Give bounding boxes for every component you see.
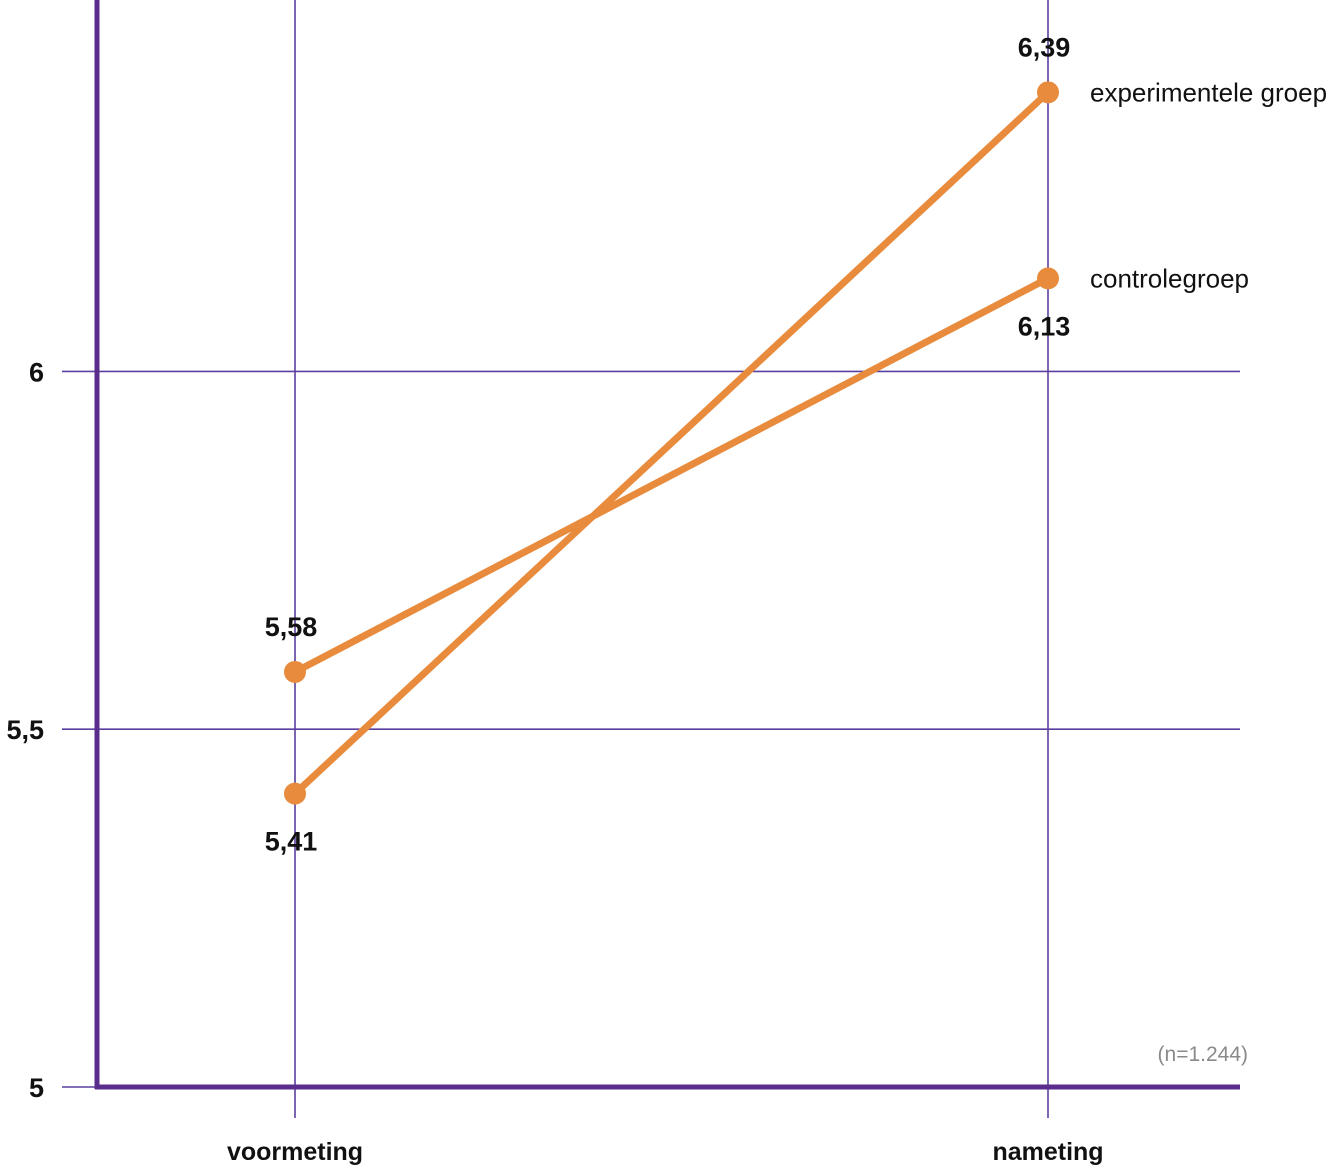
data-point <box>1037 81 1059 104</box>
series-line-experimental <box>291 88 1052 798</box>
data-value-label: 6,13 <box>1018 311 1071 341</box>
y-tick-label: 6 <box>29 357 44 387</box>
y-tick-label: 5,5 <box>6 715 44 745</box>
sample-size-note: (n=1.244) <box>1158 1043 1248 1066</box>
chart-labels: 5 5,5 6 voormeting nameting 5,41 6,39 experimen… <box>6 32 1327 1166</box>
x-category-label-voormeting: voormeting <box>227 1138 363 1166</box>
data-value-label: 5,41 <box>265 827 318 857</box>
data-points <box>284 81 1059 805</box>
y-tick-label: 5 <box>29 1073 44 1103</box>
series-line-control <box>291 274 1052 676</box>
grid-lines <box>62 0 1240 1118</box>
data-point <box>1037 267 1059 290</box>
data-point <box>284 782 306 805</box>
series-lines <box>291 88 1052 798</box>
data-point <box>284 660 306 683</box>
series-name-label: controlegroep <box>1090 263 1249 293</box>
axes <box>94 0 1240 1090</box>
data-value-label: 5,58 <box>265 612 318 642</box>
data-value-label: 6,39 <box>1018 32 1071 62</box>
series-name-label: experimentele groep <box>1090 77 1327 107</box>
x-category-label-nameting: nameting <box>992 1138 1103 1166</box>
